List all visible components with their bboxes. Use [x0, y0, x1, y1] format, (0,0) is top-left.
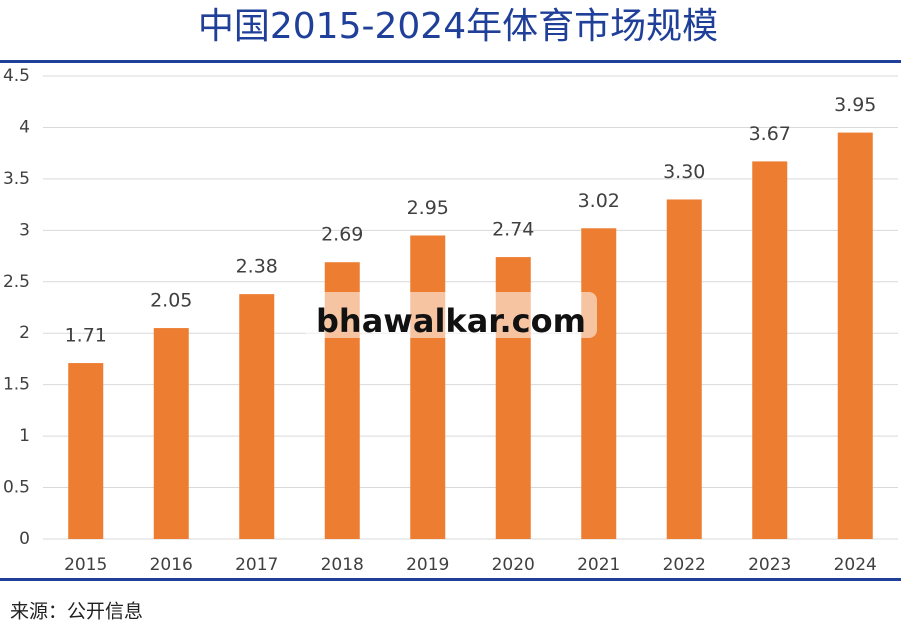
value-label: 2.69	[321, 224, 363, 246]
x-tick-label: 2020	[492, 555, 535, 575]
x-tick-label: 2018	[321, 555, 364, 575]
x-tick-label: 2015	[64, 555, 107, 575]
bar	[837, 132, 873, 540]
x-tick-label: 2022	[663, 555, 706, 575]
watermark: bhawalkar.com	[316, 302, 586, 340]
value-label: 3.67	[749, 123, 791, 145]
y-tick-label: 1	[19, 426, 30, 446]
value-label: 3.95	[834, 94, 876, 116]
value-label: 1.71	[65, 325, 107, 347]
y-tick-label: 3.5	[3, 169, 30, 189]
bar	[153, 328, 189, 539]
value-label: 3.30	[663, 161, 705, 183]
chart-title: 中国2015-2024年体育市场规模	[198, 6, 718, 47]
y-tick-label: 4	[19, 117, 30, 137]
x-tick-label: 2017	[235, 555, 278, 575]
value-label: 2.05	[150, 290, 192, 312]
value-label: 2.38	[236, 256, 278, 278]
bar	[410, 235, 446, 539]
y-tick-label: 2	[19, 323, 30, 343]
x-tick-label: 2024	[834, 555, 877, 575]
value-label: 2.95	[407, 197, 449, 219]
y-tick-label: 0	[19, 529, 30, 549]
source-note: 来源：公开信息	[10, 601, 143, 623]
y-tick-label: 4.5	[3, 66, 30, 86]
bar	[752, 161, 788, 540]
x-tick-label: 2023	[748, 555, 791, 575]
bar	[666, 199, 702, 539]
x-tick-label: 2019	[406, 555, 449, 575]
x-tick-label: 2021	[577, 555, 620, 575]
footer-rule	[0, 578, 901, 581]
bar	[581, 228, 617, 539]
y-tick-label: 2.5	[3, 272, 30, 292]
y-tick-label: 3	[19, 220, 30, 240]
y-tick-label: 0.5	[3, 478, 30, 498]
value-label: 3.02	[578, 190, 620, 212]
y-tick-label: 1.5	[3, 375, 30, 395]
title-rule	[0, 60, 901, 63]
bar	[68, 363, 104, 539]
watermark-box	[305, 292, 597, 338]
x-tick-label: 2016	[150, 555, 193, 575]
value-label: 2.74	[492, 219, 534, 241]
bar	[239, 294, 275, 539]
